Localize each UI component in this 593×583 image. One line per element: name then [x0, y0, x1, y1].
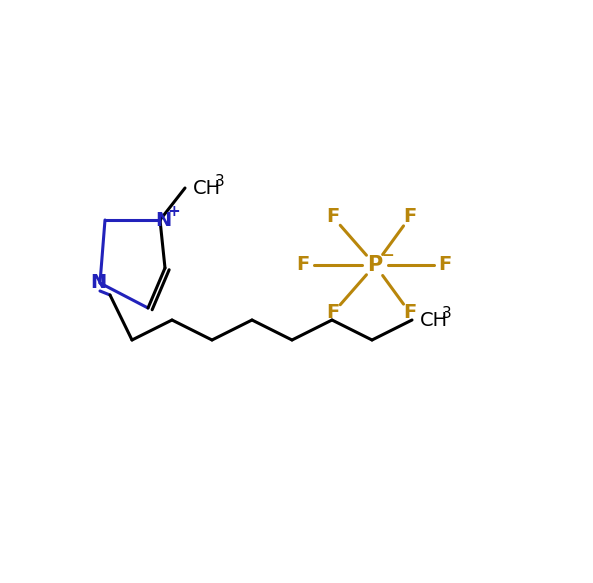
- Text: P: P: [368, 255, 382, 275]
- Text: F: F: [326, 208, 340, 227]
- Text: CH: CH: [420, 311, 448, 329]
- Text: N: N: [90, 273, 106, 293]
- Text: F: F: [438, 255, 452, 275]
- Text: 3: 3: [442, 305, 452, 321]
- Text: +: +: [168, 203, 180, 219]
- Text: F: F: [403, 304, 417, 322]
- Text: F: F: [326, 304, 340, 322]
- Text: −: −: [382, 248, 394, 264]
- Text: F: F: [296, 255, 310, 275]
- Text: 3: 3: [215, 174, 225, 188]
- Text: CH: CH: [193, 178, 221, 198]
- Text: F: F: [403, 208, 417, 227]
- Text: N: N: [155, 210, 171, 230]
